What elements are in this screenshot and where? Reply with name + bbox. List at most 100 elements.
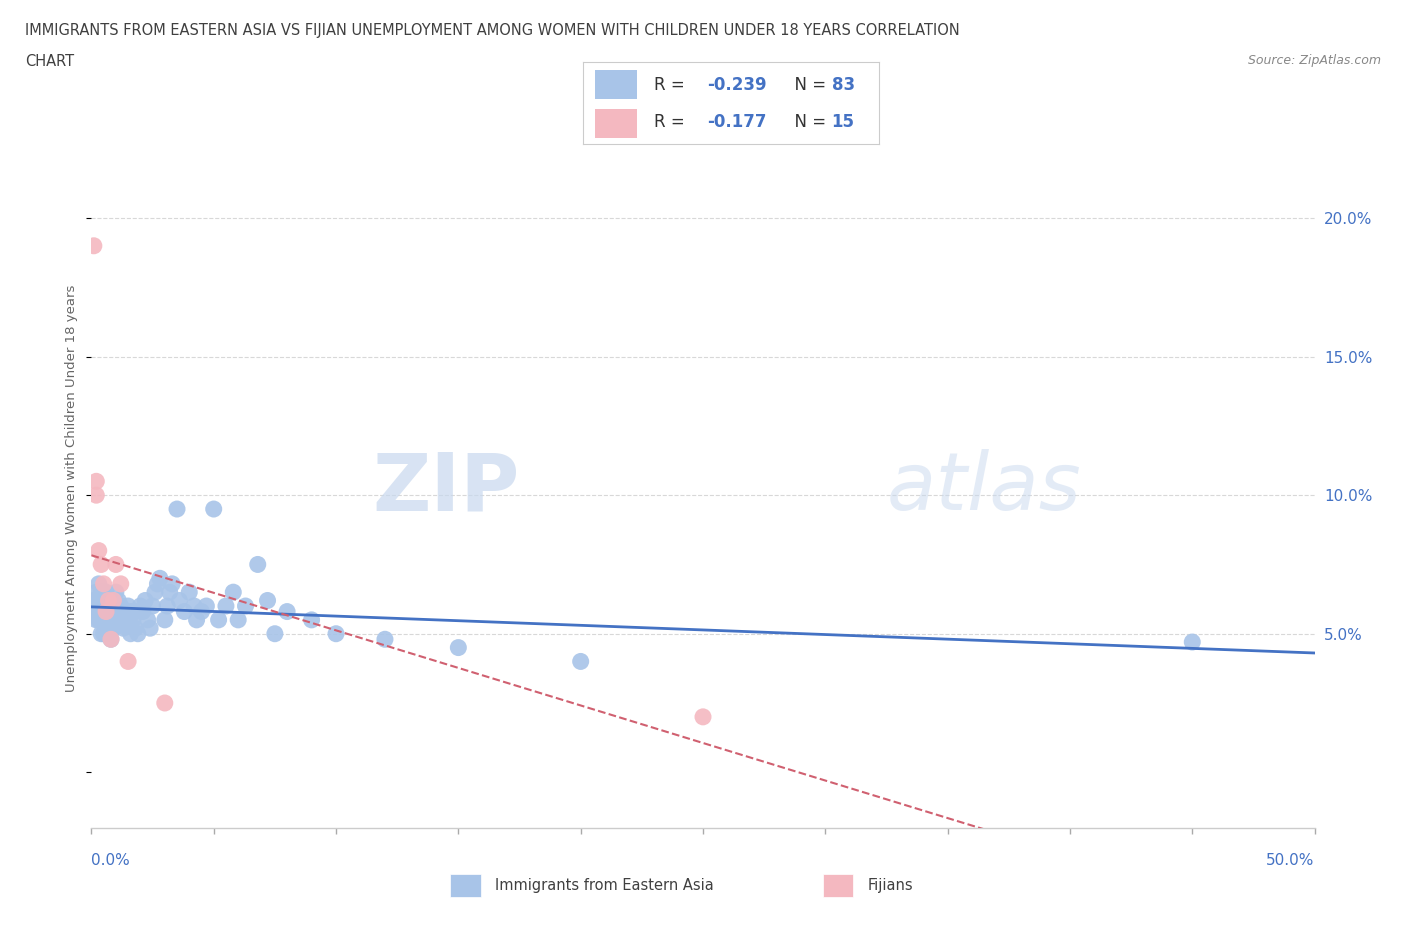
Point [110, 577, 132, 591]
Point [179, 585, 201, 600]
Point [276, 604, 298, 619]
Point [149, 571, 172, 586]
Text: IMMIGRANTS FROM EASTERN ASIA VS FIJIAN UNEMPLOYMENT AMONG WOMEN WITH CHILDREN UN: IMMIGRANTS FROM EASTERN ASIA VS FIJIAN U… [25, 23, 960, 38]
Text: N =: N = [785, 113, 831, 131]
Text: R =: R = [654, 76, 690, 94]
Point [87, 543, 110, 558]
Point [94, 599, 117, 614]
Point [207, 613, 229, 628]
Point [100, 631, 122, 646]
Point [83, 238, 105, 253]
Point [195, 599, 218, 614]
Point [94, 585, 117, 600]
Text: CHART: CHART [25, 54, 75, 69]
Point [169, 593, 191, 608]
Point [215, 599, 238, 614]
Point [93, 585, 115, 600]
Point [93, 577, 115, 591]
FancyBboxPatch shape [595, 71, 637, 100]
Point [120, 626, 142, 641]
Point [202, 501, 225, 516]
FancyBboxPatch shape [595, 109, 637, 138]
Point [114, 613, 136, 628]
Point [94, 626, 117, 641]
Point [134, 593, 156, 608]
Point [117, 599, 139, 614]
Text: -0.239: -0.239 [707, 76, 768, 94]
Point [84, 487, 107, 502]
Point [160, 577, 183, 591]
Point [112, 604, 135, 619]
Point [112, 620, 135, 635]
Point [183, 599, 205, 614]
Point [90, 613, 112, 628]
Point [104, 585, 127, 600]
Point [153, 696, 176, 711]
Point [146, 577, 169, 591]
Point [87, 593, 110, 608]
Point [94, 604, 117, 619]
Text: Fijians: Fijians [868, 878, 912, 893]
Point [153, 613, 176, 628]
Point [186, 613, 208, 628]
Point [90, 585, 112, 600]
Point [104, 613, 127, 628]
Point [124, 604, 146, 619]
Point [156, 599, 179, 614]
Text: 0.0%: 0.0% [91, 853, 131, 868]
Point [93, 613, 115, 628]
Point [325, 626, 347, 641]
Text: 83: 83 [831, 76, 855, 94]
Point [256, 593, 278, 608]
Text: N =: N = [785, 76, 831, 94]
Point [103, 620, 125, 635]
Point [264, 626, 287, 641]
Point [93, 626, 115, 641]
Point [117, 618, 139, 632]
Point [190, 604, 212, 619]
Point [97, 593, 120, 608]
Point [83, 604, 105, 619]
Point [120, 604, 142, 619]
Point [100, 599, 122, 614]
Point [447, 640, 470, 655]
Point [87, 577, 110, 591]
Point [124, 620, 146, 635]
Point [143, 585, 166, 600]
Text: -0.177: -0.177 [707, 113, 768, 131]
Point [173, 604, 195, 619]
Point [84, 474, 107, 489]
Point [222, 585, 245, 600]
Point [139, 620, 162, 635]
Point [110, 618, 132, 632]
Point [141, 599, 163, 614]
Point [90, 557, 112, 572]
Point [692, 710, 714, 724]
Point [100, 613, 122, 628]
Point [90, 626, 112, 641]
Point [97, 593, 120, 608]
Text: Immigrants from Eastern Asia: Immigrants from Eastern Asia [495, 878, 714, 893]
Point [159, 585, 181, 600]
Text: 50.0%: 50.0% [1267, 853, 1315, 868]
Point [127, 626, 149, 641]
Point [107, 593, 129, 608]
Point [83, 593, 105, 608]
Text: 15: 15 [831, 113, 855, 131]
Text: atlas: atlas [887, 449, 1081, 527]
Point [301, 613, 323, 628]
Point [374, 631, 396, 646]
Point [84, 585, 107, 600]
Point [166, 501, 188, 516]
Point [235, 599, 257, 614]
Point [132, 604, 155, 619]
Point [104, 599, 127, 614]
Point [569, 654, 592, 669]
Point [87, 613, 110, 628]
Text: ZIP: ZIP [373, 449, 520, 527]
Point [226, 613, 249, 628]
Point [110, 599, 132, 614]
Y-axis label: Unemployment Among Women with Children Under 18 years: Unemployment Among Women with Children U… [65, 285, 79, 692]
Point [246, 557, 269, 572]
Point [93, 599, 115, 614]
